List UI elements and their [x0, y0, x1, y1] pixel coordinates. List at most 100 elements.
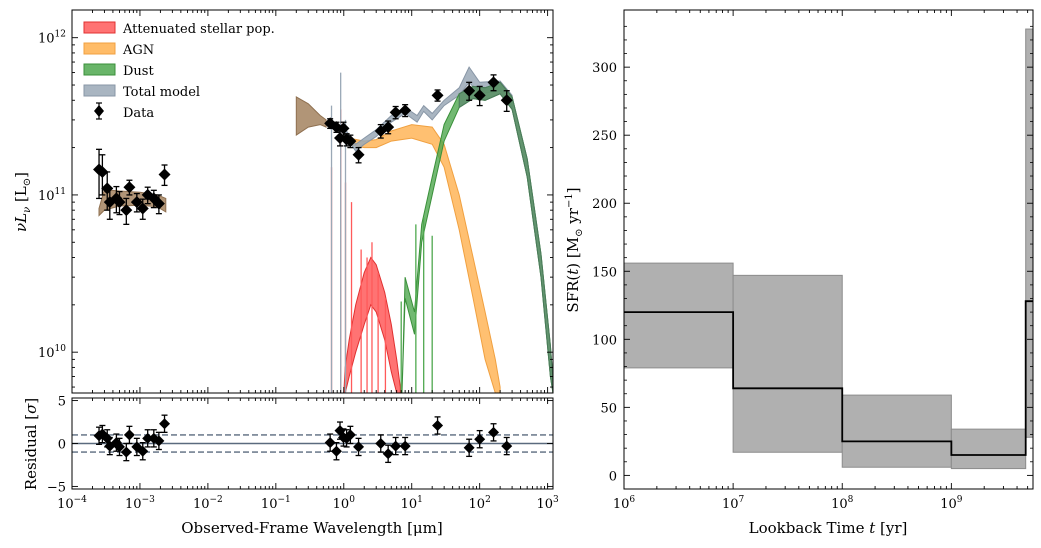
- y-tick-label: 150: [592, 265, 617, 280]
- data-marker: [120, 204, 133, 217]
- residual-point: [432, 416, 444, 435]
- legend-label-stellar: Attenuated stellar pop.: [122, 22, 275, 37]
- legend-label-total: Total model: [123, 85, 200, 100]
- sfr-uncertainty-band: [841, 394, 952, 468]
- legend-swatch-stellar: [83, 21, 116, 34]
- data-marker: [324, 437, 336, 449]
- x-tick-label: 102: [469, 495, 491, 512]
- y-tick-label: 300: [592, 61, 617, 76]
- data-marker: [152, 197, 165, 210]
- residual-point: [375, 434, 387, 453]
- legend-swatch-total: [83, 84, 116, 97]
- residual-point: [159, 414, 171, 433]
- sed-components: [98, 66, 553, 393]
- data-marker: [120, 446, 132, 458]
- data-marker: [353, 441, 365, 453]
- residual-point: [382, 444, 394, 464]
- x-tick-label: 107: [722, 495, 745, 512]
- sfh-line: [624, 300, 1033, 456]
- dust-band: [401, 81, 553, 393]
- y-tick-label: 0: [58, 438, 66, 453]
- x-tick-label: 101: [401, 495, 423, 512]
- y-tick-label: 1012: [38, 30, 66, 47]
- sfh-panel: 106 107 108 109 0 50 100 150 200 250 300 SFR(t) [M…: [564, 9, 1034, 537]
- data-marker: [487, 76, 500, 89]
- sed-data-point: [389, 105, 402, 120]
- sfr-uncertainty-band: [732, 274, 843, 453]
- sfr-uncertainty-band: [1025, 28, 1033, 438]
- x-tick-label: 10−1: [261, 495, 291, 512]
- sed-data-point: [473, 85, 486, 107]
- residual-reference-lines: [72, 434, 553, 453]
- sfh-bands: [624, 28, 1033, 470]
- data-marker: [96, 165, 109, 178]
- residual-point: [390, 436, 402, 456]
- data-marker: [399, 104, 412, 117]
- residual-point: [463, 438, 475, 458]
- y-tick-label: 1010: [38, 344, 66, 361]
- data-marker: [137, 445, 149, 457]
- data-marker: [474, 433, 486, 445]
- data-marker: [382, 121, 395, 134]
- sed-data-point: [500, 90, 513, 113]
- data-marker: [375, 438, 387, 449]
- data-marker: [431, 89, 444, 102]
- data-marker: [473, 89, 486, 102]
- sed-panel: 1012 1011 1010 νLν [L⊙] Attenuated stellar…: [12, 9, 554, 394]
- residual-panel: 5 0 −510−4 10−3 10−2 10−1 100 101 102 103 Residua…: [22, 395, 559, 537]
- agn-band: [348, 124, 501, 393]
- residual-point: [153, 431, 165, 451]
- residual-point: [330, 441, 342, 461]
- sed-frame: [71, 9, 554, 394]
- residual-data-points: [93, 414, 513, 464]
- x-tick-label: 10−2: [193, 495, 223, 512]
- stellar-optical-band: [295, 96, 327, 137]
- data-marker: [113, 441, 125, 453]
- residual-point: [488, 423, 500, 442]
- data-marker: [337, 122, 350, 135]
- residual-point: [137, 441, 149, 461]
- legend-swatch-dust: [83, 63, 116, 76]
- sed-data-point: [463, 81, 476, 101]
- data-marker: [344, 135, 357, 148]
- sfr-median-line: [624, 300, 1033, 456]
- data-marker: [142, 432, 154, 444]
- data-marker: [399, 440, 411, 452]
- data-marker: [390, 440, 402, 452]
- sed-data-point: [352, 146, 365, 164]
- x-tick-label: 106: [613, 495, 636, 512]
- residual-frame: [71, 397, 554, 490]
- legend-marker-data: [94, 102, 104, 120]
- sed-data-point: [123, 179, 136, 196]
- x-tick-label: 10−4: [57, 495, 87, 512]
- sed-data-point: [113, 190, 126, 216]
- data-marker: [123, 181, 136, 194]
- residual-point: [353, 437, 365, 457]
- sed-data-point: [487, 74, 500, 92]
- residual-point: [474, 429, 486, 449]
- legend-label-data: Data: [123, 106, 154, 121]
- residual-y-axis-label: Residual [σ]: [22, 398, 40, 490]
- y-tick-label: 0: [609, 469, 617, 484]
- sed-data-point: [399, 104, 412, 118]
- residual-point: [142, 429, 154, 448]
- data-marker: [113, 196, 126, 209]
- y-tick-label: 250: [592, 129, 617, 144]
- sed-data-point: [158, 164, 171, 187]
- sed-y-axis-label: νLν [L⊙]: [12, 172, 33, 232]
- data-marker: [389, 106, 402, 119]
- sfh-y-axis-label: SFR(t) [M⊙ yr−1]: [564, 187, 585, 312]
- sed-data-points: [93, 74, 513, 225]
- legend-label-agn: AGN: [122, 43, 154, 58]
- data-marker: [463, 442, 475, 454]
- sed-data-point: [120, 197, 133, 225]
- x-tick-label: 10−3: [125, 495, 155, 512]
- data-marker: [153, 435, 165, 447]
- sfh-frame: [623, 9, 1034, 490]
- sfh-x-axis-label: Lookback Time t [yr]: [749, 519, 908, 537]
- sed-data-point: [152, 194, 165, 215]
- sed-data-point: [382, 120, 395, 135]
- data-marker: [158, 168, 171, 181]
- data-marker: [136, 202, 149, 215]
- sed-ticks: 1012 1011 1010: [38, 10, 553, 393]
